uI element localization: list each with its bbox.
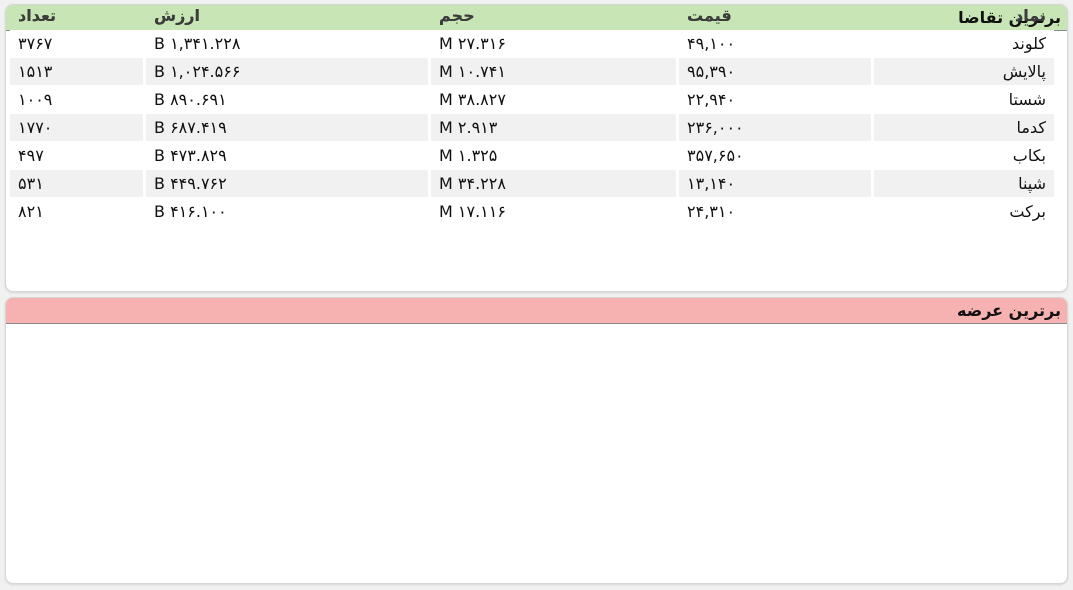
volume-cell: ۱۷.۱۱۶ M [431, 198, 679, 225]
table-row[interactable]: شپنا ۱۳,۱۴۰ ۳۴.۲۲۸ M ۴۴۹.۷۶۲ B ۵۳۱ [10, 170, 1054, 197]
symbol-cell[interactable]: شستا [874, 86, 1054, 113]
table-row[interactable]: پالایش ۹۵,۳۹۰ ۱۰.۷۴۱ M ۱,۰۲۴.۵۶۶ B ۱۵۱۳ [10, 58, 1054, 85]
column-header-count[interactable]: تعداد [18, 5, 56, 25]
table-row[interactable]: برکت ۲۴,۳۱۰ ۱۷.۱۱۶ M ۴۱۶.۱۰۰ B ۸۲۱ [10, 198, 1054, 225]
price-cell: ۱۳,۱۴۰ [679, 170, 874, 197]
value-cell: ۸۹۰.۶۹۱ B [146, 86, 431, 113]
volume-cell: ۳۴.۲۲۸ M [431, 170, 679, 197]
count-cell: ۱۰۰۹ [10, 86, 146, 113]
column-header-symbol[interactable]: نماد [1015, 5, 1046, 25]
symbol-cell[interactable]: شپنا [874, 170, 1054, 197]
volume-cell: ۱.۳۲۵ M [431, 142, 679, 169]
table-row[interactable]: کلوند ۴۹,۱۰۰ ۲۷.۳۱۶ M ۱,۳۴۱.۲۲۸ B ۳۷۶۷ [10, 30, 1054, 57]
column-header-volume[interactable]: حجم [439, 5, 475, 25]
price-cell: ۴۹,۱۰۰ [679, 30, 874, 57]
top-supply-panel: برترین عرضه [5, 297, 1068, 584]
value-cell: ۴۱۶.۱۰۰ B [146, 198, 431, 225]
table-header-row: نماد قیمت حجم ارزش تعداد [10, 1, 1054, 29]
column-header-volume[interactable]: حجم [439, 5, 475, 25]
price-cell: ۲۲,۹۴۰ [679, 86, 874, 113]
price-cell: ۹۵,۳۹۰ [679, 58, 874, 85]
symbol-cell[interactable]: کدما [874, 114, 1054, 141]
value-cell: ۴۷۳.۸۲۹ B [146, 142, 431, 169]
symbol-cell[interactable]: برکت [874, 198, 1054, 225]
volume-cell: ۳۸.۸۲۷ M [431, 86, 679, 113]
count-cell: ۴۹۷ [10, 142, 146, 169]
volume-cell: ۱۰.۷۴۱ M [431, 58, 679, 85]
volume-cell: ۲۷.۳۱۶ M [431, 30, 679, 57]
count-cell: ۳۷۶۷ [10, 30, 146, 57]
column-header-value[interactable]: ارزش [154, 5, 200, 25]
table-row[interactable]: بکاب ۳۵۷,۶۵۰ ۱.۳۲۵ M ۴۷۳.۸۲۹ B ۴۹۷ [10, 142, 1054, 169]
count-cell: ۱۷۷۰ [10, 114, 146, 141]
count-cell: ۸۲۱ [10, 198, 146, 225]
symbol-cell[interactable]: کلوند [874, 30, 1054, 57]
price-cell: ۳۵۷,۶۵۰ [679, 142, 874, 169]
value-cell: ۱,۳۴۱.۲۲۸ B [146, 30, 431, 57]
count-cell: ۱۵۱۳ [10, 58, 146, 85]
symbol-cell[interactable]: پالایش [874, 58, 1054, 85]
count-cell: ۵۳۱ [10, 170, 146, 197]
price-cell: ۲۳۶,۰۰۰ [679, 114, 874, 141]
column-header-price[interactable]: قیمت [687, 5, 732, 25]
value-cell: ۶۸۷.۴۱۹ B [146, 114, 431, 141]
symbol-cell[interactable]: بکاب [874, 142, 1054, 169]
column-header-symbol[interactable]: نماد [1015, 5, 1046, 25]
volume-cell: ۲.۹۱۳ M [431, 114, 679, 141]
column-header-price[interactable]: قیمت [687, 5, 732, 25]
column-header-count[interactable]: تعداد [18, 5, 56, 25]
price-cell: ۲۴,۳۱۰ [679, 198, 874, 225]
top-supply-title: برترین عرضه [6, 298, 1067, 324]
table-header-row: نماد قیمت حجم ارزش تعداد [10, 1, 1054, 29]
value-cell: ۱,۰۲۴.۵۶۶ B [146, 58, 431, 85]
table-row[interactable]: کدما ۲۳۶,۰۰۰ ۲.۹۱۳ M ۶۸۷.۴۱۹ B ۱۷۷۰ [10, 114, 1054, 141]
top-supply-table: نماد قیمت حجم ارزش تعداد کلوند ۴۹,۱۰۰ ۲۷.۳… [10, 0, 1054, 226]
value-cell: ۴۴۹.۷۶۲ B [146, 170, 431, 197]
column-header-value[interactable]: ارزش [154, 5, 200, 25]
table-row[interactable]: شستا ۲۲,۹۴۰ ۳۸.۸۲۷ M ۸۹۰.۶۹۱ B ۱۰۰۹ [10, 86, 1054, 113]
top-demand-title: برترین تقاضا [6, 5, 1067, 31]
top-supply-rows: کلوند ۴۹,۱۰۰ ۲۷.۳۱۶ M ۱,۳۴۱.۲۲۸ B ۳۷۶۷ پالایش… [10, 30, 1054, 225]
